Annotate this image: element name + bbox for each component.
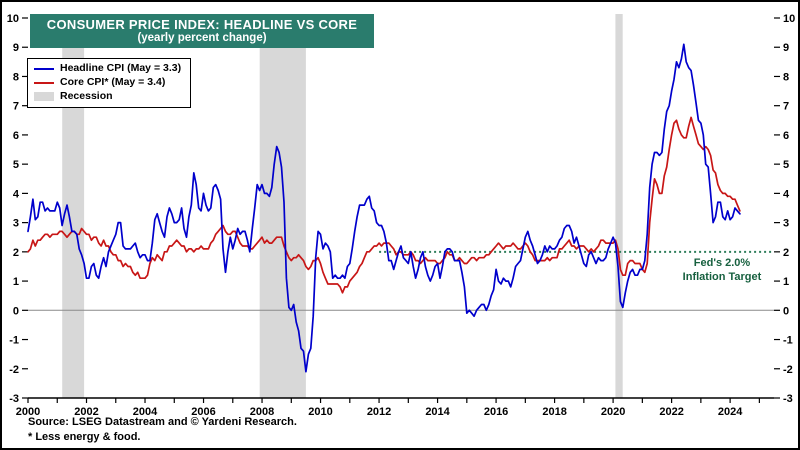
chart-title-box: CONSUMER PRICE INDEX: HEADLINE VS CORE (… (30, 14, 374, 48)
svg-text:2016: 2016 (484, 406, 508, 418)
svg-text:4: 4 (783, 188, 790, 200)
svg-text:5: 5 (13, 159, 19, 171)
svg-text:2020: 2020 (601, 406, 625, 418)
legend-label-core: Core CPI* (May = 3.4) (60, 76, 166, 88)
chart-title: CONSUMER PRICE INDEX: HEADLINE VS CORE (46, 17, 358, 32)
svg-text:-2: -2 (783, 364, 793, 376)
source-note: Source: LSEG Datastream and © Yardeni Re… (28, 416, 297, 428)
fed-target-label-line1: Fed's 2.0% (693, 257, 751, 269)
svg-text:2: 2 (783, 247, 789, 259)
svg-text:7: 7 (13, 101, 19, 113)
svg-text:2014: 2014 (425, 406, 450, 418)
svg-text:8: 8 (783, 71, 789, 83)
legend-item-headline: Headline CPI (May = 3.3) (34, 62, 181, 75)
svg-text:9: 9 (783, 42, 789, 54)
svg-text:-2: -2 (9, 364, 19, 376)
svg-text:7: 7 (783, 101, 789, 113)
svg-text:2012: 2012 (367, 406, 391, 418)
svg-text:3: 3 (13, 218, 19, 230)
legend-item-core: Core CPI* (May = 3.4) (34, 76, 181, 89)
svg-text:2006: 2006 (191, 406, 215, 418)
svg-text:8: 8 (13, 71, 19, 83)
legend-swatch-headline (34, 67, 54, 70)
chart-subtitle: (yearly percent change) (137, 32, 267, 44)
svg-text:5: 5 (783, 159, 789, 171)
svg-text:0: 0 (13, 305, 19, 317)
svg-text:10: 10 (783, 13, 795, 25)
svg-text:9: 9 (13, 42, 19, 54)
svg-text:2024: 2024 (718, 406, 743, 418)
svg-text:6: 6 (13, 130, 19, 142)
footnote: * Less energy & food. (28, 431, 141, 443)
svg-text:2: 2 (13, 247, 19, 259)
fed-target-label: Fed's 2.0% Inflation Target (672, 256, 772, 284)
svg-text:2008: 2008 (250, 406, 274, 418)
fed-target-label-line2: Inflation Target (682, 271, 762, 283)
svg-text:0: 0 (783, 305, 789, 317)
svg-text:10: 10 (7, 13, 19, 25)
svg-text:-1: -1 (9, 335, 19, 347)
legend-label-recession: Recession (60, 90, 113, 102)
svg-text:1: 1 (13, 276, 19, 288)
legend-item-recession: Recession (34, 90, 181, 103)
svg-text:-3: -3 (783, 393, 793, 405)
svg-text:1: 1 (783, 276, 789, 288)
svg-text:3: 3 (783, 218, 789, 230)
svg-text:2018: 2018 (542, 406, 566, 418)
svg-text:2002: 2002 (74, 406, 98, 418)
svg-text:6: 6 (783, 130, 789, 142)
svg-text:2022: 2022 (659, 406, 683, 418)
svg-text:2000: 2000 (16, 406, 40, 418)
svg-text:4: 4 (13, 188, 20, 200)
legend-swatch-recession (34, 92, 54, 101)
legend-label-headline: Headline CPI (May = 3.3) (60, 62, 182, 74)
svg-text:2010: 2010 (308, 406, 332, 418)
svg-text:-3: -3 (9, 393, 19, 405)
legend-swatch-core (34, 81, 54, 84)
chart-legend: Headline CPI (May = 3.3) Core CPI* (May … (27, 58, 192, 108)
svg-text:-1: -1 (783, 335, 793, 347)
svg-text:2004: 2004 (133, 406, 158, 418)
